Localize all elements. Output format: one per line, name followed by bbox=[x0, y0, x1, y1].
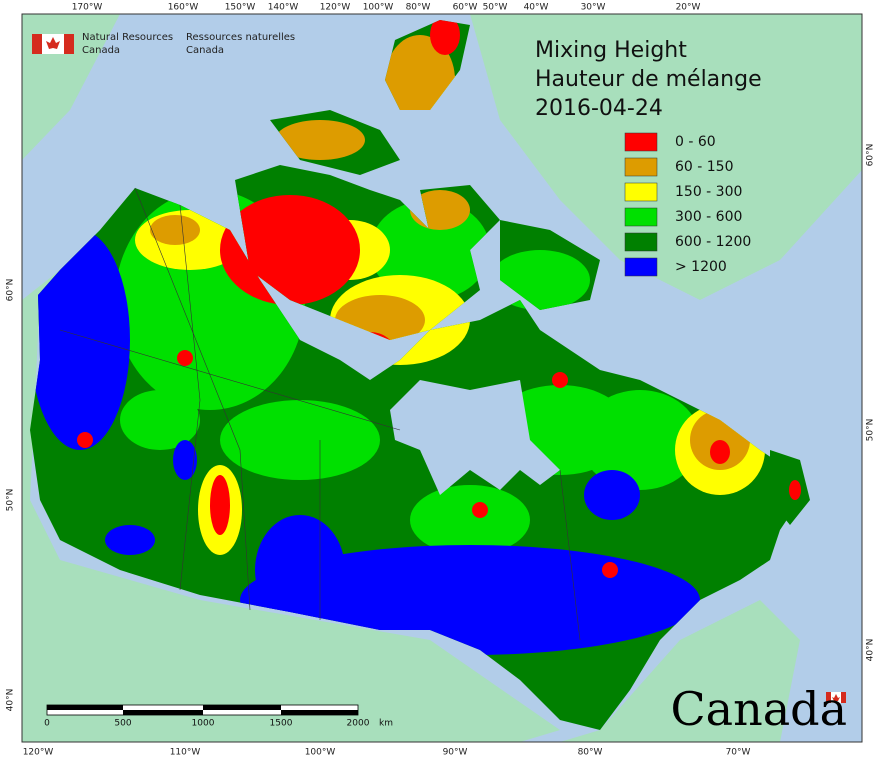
usa-east bbox=[560, 600, 800, 742]
scale-label: 1500 bbox=[270, 719, 293, 729]
zone bbox=[210, 475, 230, 535]
zone bbox=[584, 470, 640, 520]
longitude-label: 120°W bbox=[320, 3, 351, 13]
legend-swatch bbox=[624, 132, 658, 152]
latitude-label: 40°N bbox=[6, 689, 16, 712]
longitude-label: 50°W bbox=[483, 3, 508, 13]
scale-label: 2000 bbox=[347, 719, 370, 729]
legend-swatch bbox=[624, 157, 658, 177]
zone bbox=[173, 440, 197, 480]
longitude-label: 70°W bbox=[726, 748, 751, 758]
usa bbox=[22, 240, 560, 742]
border bbox=[134, 187, 251, 611]
zone bbox=[120, 390, 200, 450]
longitude-label: 100°W bbox=[363, 3, 394, 13]
zone bbox=[255, 515, 345, 625]
borders bbox=[59, 187, 581, 641]
wordmark: Canada bbox=[670, 682, 847, 736]
latitude-label: 50°N bbox=[6, 489, 16, 512]
border bbox=[179, 204, 201, 591]
longitude-label: 60°W bbox=[453, 3, 478, 13]
map-title: Mixing Height bbox=[535, 38, 687, 63]
legend-label: 300 - 600 bbox=[675, 209, 742, 225]
greenland bbox=[470, 14, 862, 300]
longitude-label: 160°W bbox=[168, 3, 199, 13]
longitude-label: 110°W bbox=[170, 748, 201, 758]
legend-label: 150 - 300 bbox=[675, 184, 742, 200]
zone bbox=[177, 350, 193, 366]
legend-label: > 1200 bbox=[675, 259, 727, 275]
longitude-label: 140°W bbox=[268, 3, 299, 13]
longitude-label: 170°W bbox=[72, 3, 103, 13]
agency-name: Natural Resources bbox=[82, 32, 173, 43]
zone bbox=[580, 390, 700, 490]
scale-unit: km bbox=[379, 719, 393, 729]
wordmark-flag bbox=[826, 692, 846, 703]
longitude-label: 30°W bbox=[581, 3, 606, 13]
zone bbox=[472, 502, 488, 518]
map-title: Hauteur de mélange bbox=[535, 67, 762, 92]
longitude-label: 120°W bbox=[23, 748, 54, 758]
longitude-label: 20°W bbox=[676, 3, 701, 13]
frame bbox=[21, 13, 863, 743]
zone bbox=[220, 400, 380, 480]
longitude-label: 90°W bbox=[443, 748, 468, 758]
scale-bar bbox=[46, 704, 359, 716]
zone bbox=[710, 440, 730, 464]
map-title: 2016-04-24 bbox=[535, 96, 663, 121]
longitude-label: 40°W bbox=[524, 3, 549, 13]
border bbox=[59, 329, 401, 431]
zone bbox=[430, 20, 460, 55]
zone bbox=[552, 372, 568, 388]
border bbox=[559, 469, 581, 641]
zone bbox=[602, 562, 618, 578]
legend-swatch bbox=[624, 182, 658, 202]
scale-label: 1000 bbox=[192, 719, 215, 729]
zone bbox=[105, 525, 155, 555]
agency-name: Canada bbox=[186, 45, 224, 56]
agency-name: Ressources naturelles bbox=[186, 32, 295, 43]
legend-swatch bbox=[624, 232, 658, 252]
legend-label: 0 - 60 bbox=[675, 134, 716, 150]
latitude-label: 50°N bbox=[866, 419, 876, 442]
zone bbox=[220, 195, 360, 305]
legend-swatch bbox=[624, 257, 658, 277]
latitude-label: 60°N bbox=[866, 144, 876, 167]
zone bbox=[275, 120, 365, 160]
hudson-bay bbox=[390, 380, 560, 495]
zone bbox=[789, 480, 801, 500]
zone bbox=[410, 485, 530, 555]
legend-label: 60 - 150 bbox=[675, 159, 734, 175]
scale-label: 500 bbox=[114, 719, 131, 729]
longitude-label: 80°W bbox=[406, 3, 431, 13]
scale-label: 0 bbox=[44, 719, 50, 729]
zone bbox=[77, 432, 93, 448]
zone bbox=[30, 230, 130, 450]
agency-name: Canada bbox=[82, 45, 120, 56]
legend-label: 600 - 1200 bbox=[675, 234, 751, 250]
legend-swatch bbox=[624, 207, 658, 227]
latitude-label: 60°N bbox=[6, 279, 16, 302]
longitude-label: 150°W bbox=[225, 3, 256, 13]
zone bbox=[150, 215, 200, 245]
latitude-label: 40°N bbox=[866, 639, 876, 662]
nrcan-flag bbox=[32, 34, 74, 54]
longitude-label: 80°W bbox=[578, 748, 603, 758]
longitude-label: 100°W bbox=[305, 748, 336, 758]
